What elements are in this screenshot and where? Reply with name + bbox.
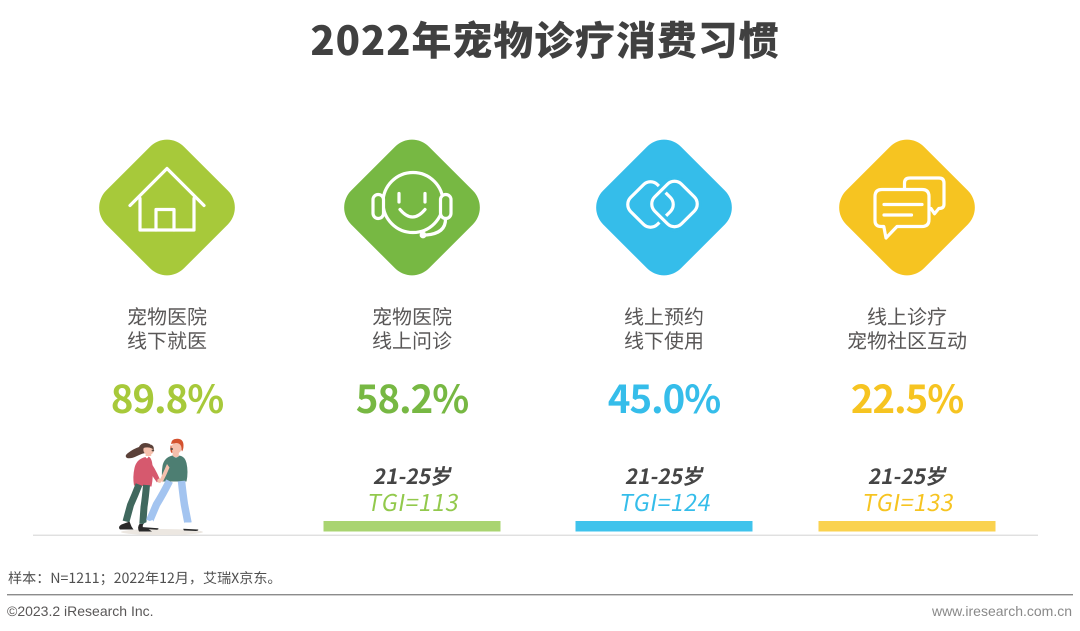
svg-text:www.iresearch.com.cn: www.iresearch.com.cn — [931, 603, 1072, 619]
svg-text:©2023.2 iResearch Inc.: ©2023.2 iResearch Inc. — [7, 603, 154, 619]
